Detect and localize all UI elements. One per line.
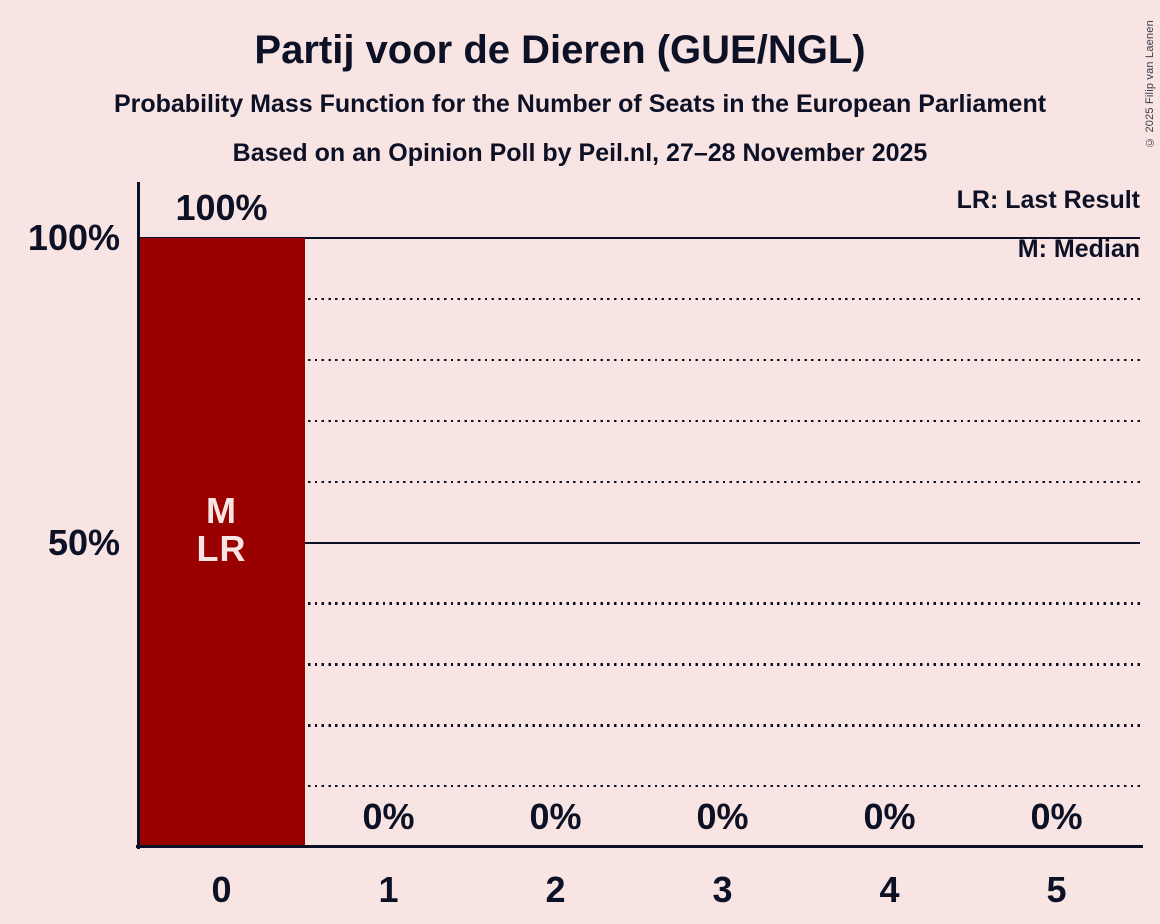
gridline-40pct-dotted	[138, 602, 1140, 605]
x-tick-label-5: 5	[1046, 869, 1067, 910]
value-label-seat-3: 0%	[696, 796, 749, 837]
bar-annotation-median-lastresult: M LR	[138, 489, 305, 569]
gridline-30pct-dotted	[138, 663, 1140, 666]
chart-subtitle: Probability Mass Function for the Number…	[113, 90, 1047, 118]
x-axis-tick-labels: 0 1 2 3 4 5	[138, 868, 1140, 912]
copyright-notice: © 2025 Filip van Laenen	[1144, 20, 1156, 148]
x-tick-label-4: 4	[879, 869, 900, 910]
x-tick-label-3: 3	[712, 869, 733, 910]
legend-last-result: LR: Last Result	[956, 186, 1140, 214]
value-label-seat-2: 0%	[529, 796, 582, 837]
bar-seat-0: M LR	[138, 238, 305, 847]
legend-median: M: Median	[1017, 235, 1140, 263]
chart-title: Partij voor de Dieren (GUE/NGL)	[254, 28, 866, 72]
value-label-seat-4: 0%	[863, 796, 916, 837]
value-label-seat-0: 100%	[175, 187, 268, 228]
gridline-90pct-dotted	[138, 297, 1140, 301]
gridline-10pct-dotted	[138, 785, 1140, 788]
x-axis-line	[136, 845, 1143, 848]
gridline-60pct-dotted	[138, 480, 1140, 483]
column-seat-2: 0%	[472, 238, 639, 847]
y-axis-tick-labels: 100% 50%	[0, 217, 120, 847]
y-tick-label-100: 100%	[27, 217, 120, 258]
gridline-70pct-dotted	[138, 419, 1140, 423]
gridline-80pct-dotted	[138, 358, 1140, 362]
value-label-seat-5: 0%	[1030, 796, 1083, 837]
bar-annotation-line-lr: LR	[196, 527, 247, 569]
y-tick-label-50: 50%	[47, 521, 120, 563]
gridline-50pct-solid	[138, 541, 1140, 544]
value-label-seat-1: 0%	[362, 796, 415, 837]
column-seat-1: 0%	[305, 238, 472, 847]
gridline-20pct-dotted	[138, 724, 1140, 727]
x-tick-label-2: 2	[545, 869, 566, 910]
column-seat-4: 0%	[806, 238, 973, 847]
x-tick-label-1: 1	[378, 869, 399, 910]
column-seat-0: M LR 100%	[138, 190, 305, 847]
chart-source-line: Based on an Opinion Poll by Peil.nl, 27–…	[232, 139, 928, 167]
column-seat-5: 0%	[973, 238, 1140, 847]
plot-area: M LR 100% 0% 0% 0% 0% 0%	[138, 190, 1140, 847]
x-tick-label-0: 0	[211, 869, 232, 910]
y-axis-line	[137, 182, 140, 849]
bar-annotation-line-m: M	[206, 489, 237, 531]
gridline-100pct-solid	[138, 237, 1140, 240]
column-seat-3: 0%	[639, 238, 806, 847]
